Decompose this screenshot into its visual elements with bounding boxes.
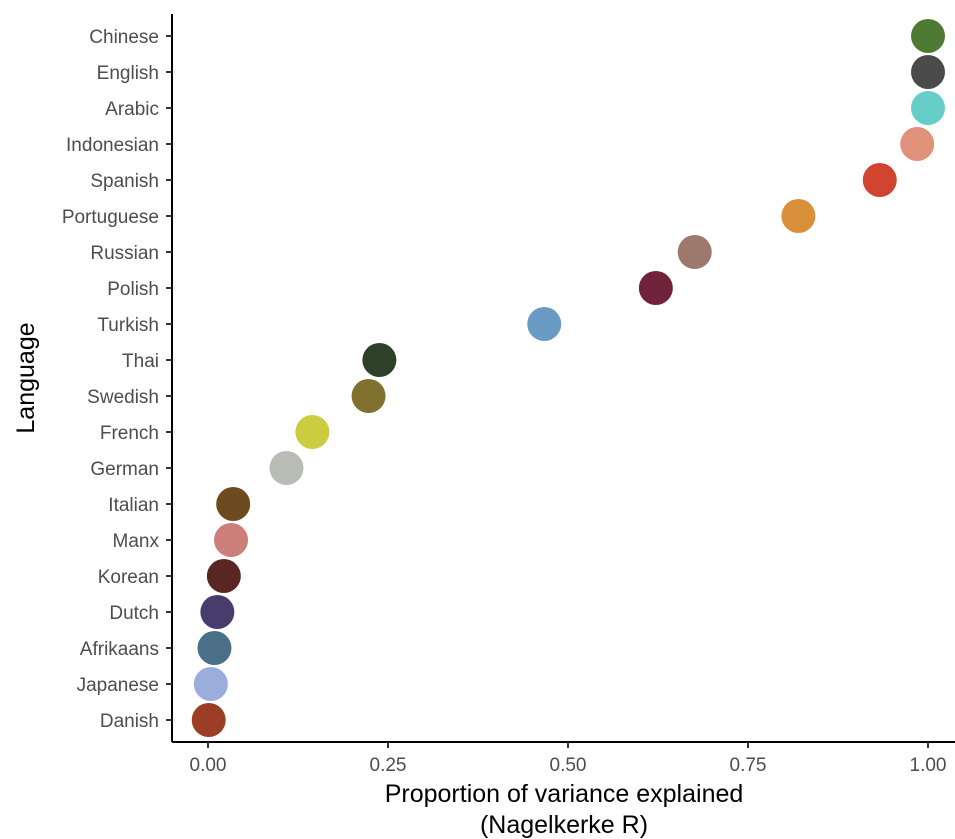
y-tick-label: Dutch bbox=[109, 603, 159, 624]
data-point bbox=[862, 163, 897, 197]
data-point bbox=[200, 595, 235, 629]
y-tick-label: Korean bbox=[98, 567, 159, 588]
data-point bbox=[206, 559, 241, 593]
data-point bbox=[197, 631, 232, 665]
data-point bbox=[362, 343, 397, 377]
y-tick-label: Russian bbox=[90, 243, 159, 264]
data-point bbox=[269, 451, 304, 485]
data-point bbox=[214, 523, 249, 557]
y-tick-label: German bbox=[90, 459, 159, 480]
data-point bbox=[527, 307, 562, 341]
y-tick-label: Arabic bbox=[105, 99, 159, 120]
y-tick-label: Japanese bbox=[77, 675, 159, 696]
x-tick-label: 0.50 bbox=[550, 755, 587, 776]
y-tick-label: Danish bbox=[100, 711, 159, 732]
x-axis-title-line1: Proportion of variance explained bbox=[385, 780, 744, 808]
y-tick-label: Swedish bbox=[87, 387, 159, 408]
y-axis-title: Language bbox=[12, 322, 40, 433]
x-axis-title-line2: (Nagelkerke R) bbox=[480, 811, 648, 839]
data-point bbox=[351, 379, 386, 413]
data-point bbox=[911, 55, 945, 89]
x-tick-label: 0.00 bbox=[190, 755, 227, 776]
y-tick-label: Polish bbox=[107, 279, 159, 300]
points-layer bbox=[191, 19, 945, 737]
y-tick-label: Chinese bbox=[89, 27, 159, 48]
y-tick-label: Indonesian bbox=[66, 135, 159, 156]
y-tick-label: Afrikaans bbox=[80, 639, 159, 660]
y-tick-label: English bbox=[97, 63, 159, 84]
y-tick-label: Thai bbox=[122, 351, 159, 372]
data-point bbox=[638, 271, 673, 305]
y-axis: Chinese English Arabic Indonesian Spanish Por… bbox=[62, 14, 173, 742]
y-tick-label: Turkish bbox=[97, 315, 159, 336]
y-tick-label: Italian bbox=[108, 495, 159, 516]
data-point bbox=[193, 667, 228, 701]
y-tick-label: French bbox=[100, 423, 159, 444]
data-point bbox=[191, 703, 226, 737]
data-point bbox=[216, 487, 251, 521]
x-axis: 0.00 0.25 0.50 0.75 1.00 bbox=[172, 741, 955, 776]
data-point bbox=[911, 91, 945, 125]
data-point bbox=[781, 199, 816, 233]
x-tick-label: 0.75 bbox=[730, 755, 767, 776]
y-tick-label: Manx bbox=[113, 531, 160, 552]
data-point bbox=[900, 127, 935, 161]
data-point bbox=[677, 235, 712, 269]
x-tick-label: 1.00 bbox=[910, 755, 947, 776]
data-point bbox=[911, 19, 945, 53]
data-point bbox=[295, 415, 330, 449]
y-tick-label: Portuguese bbox=[62, 207, 159, 228]
y-tick-label: Spanish bbox=[90, 171, 159, 192]
x-tick-label: 0.25 bbox=[370, 755, 407, 776]
